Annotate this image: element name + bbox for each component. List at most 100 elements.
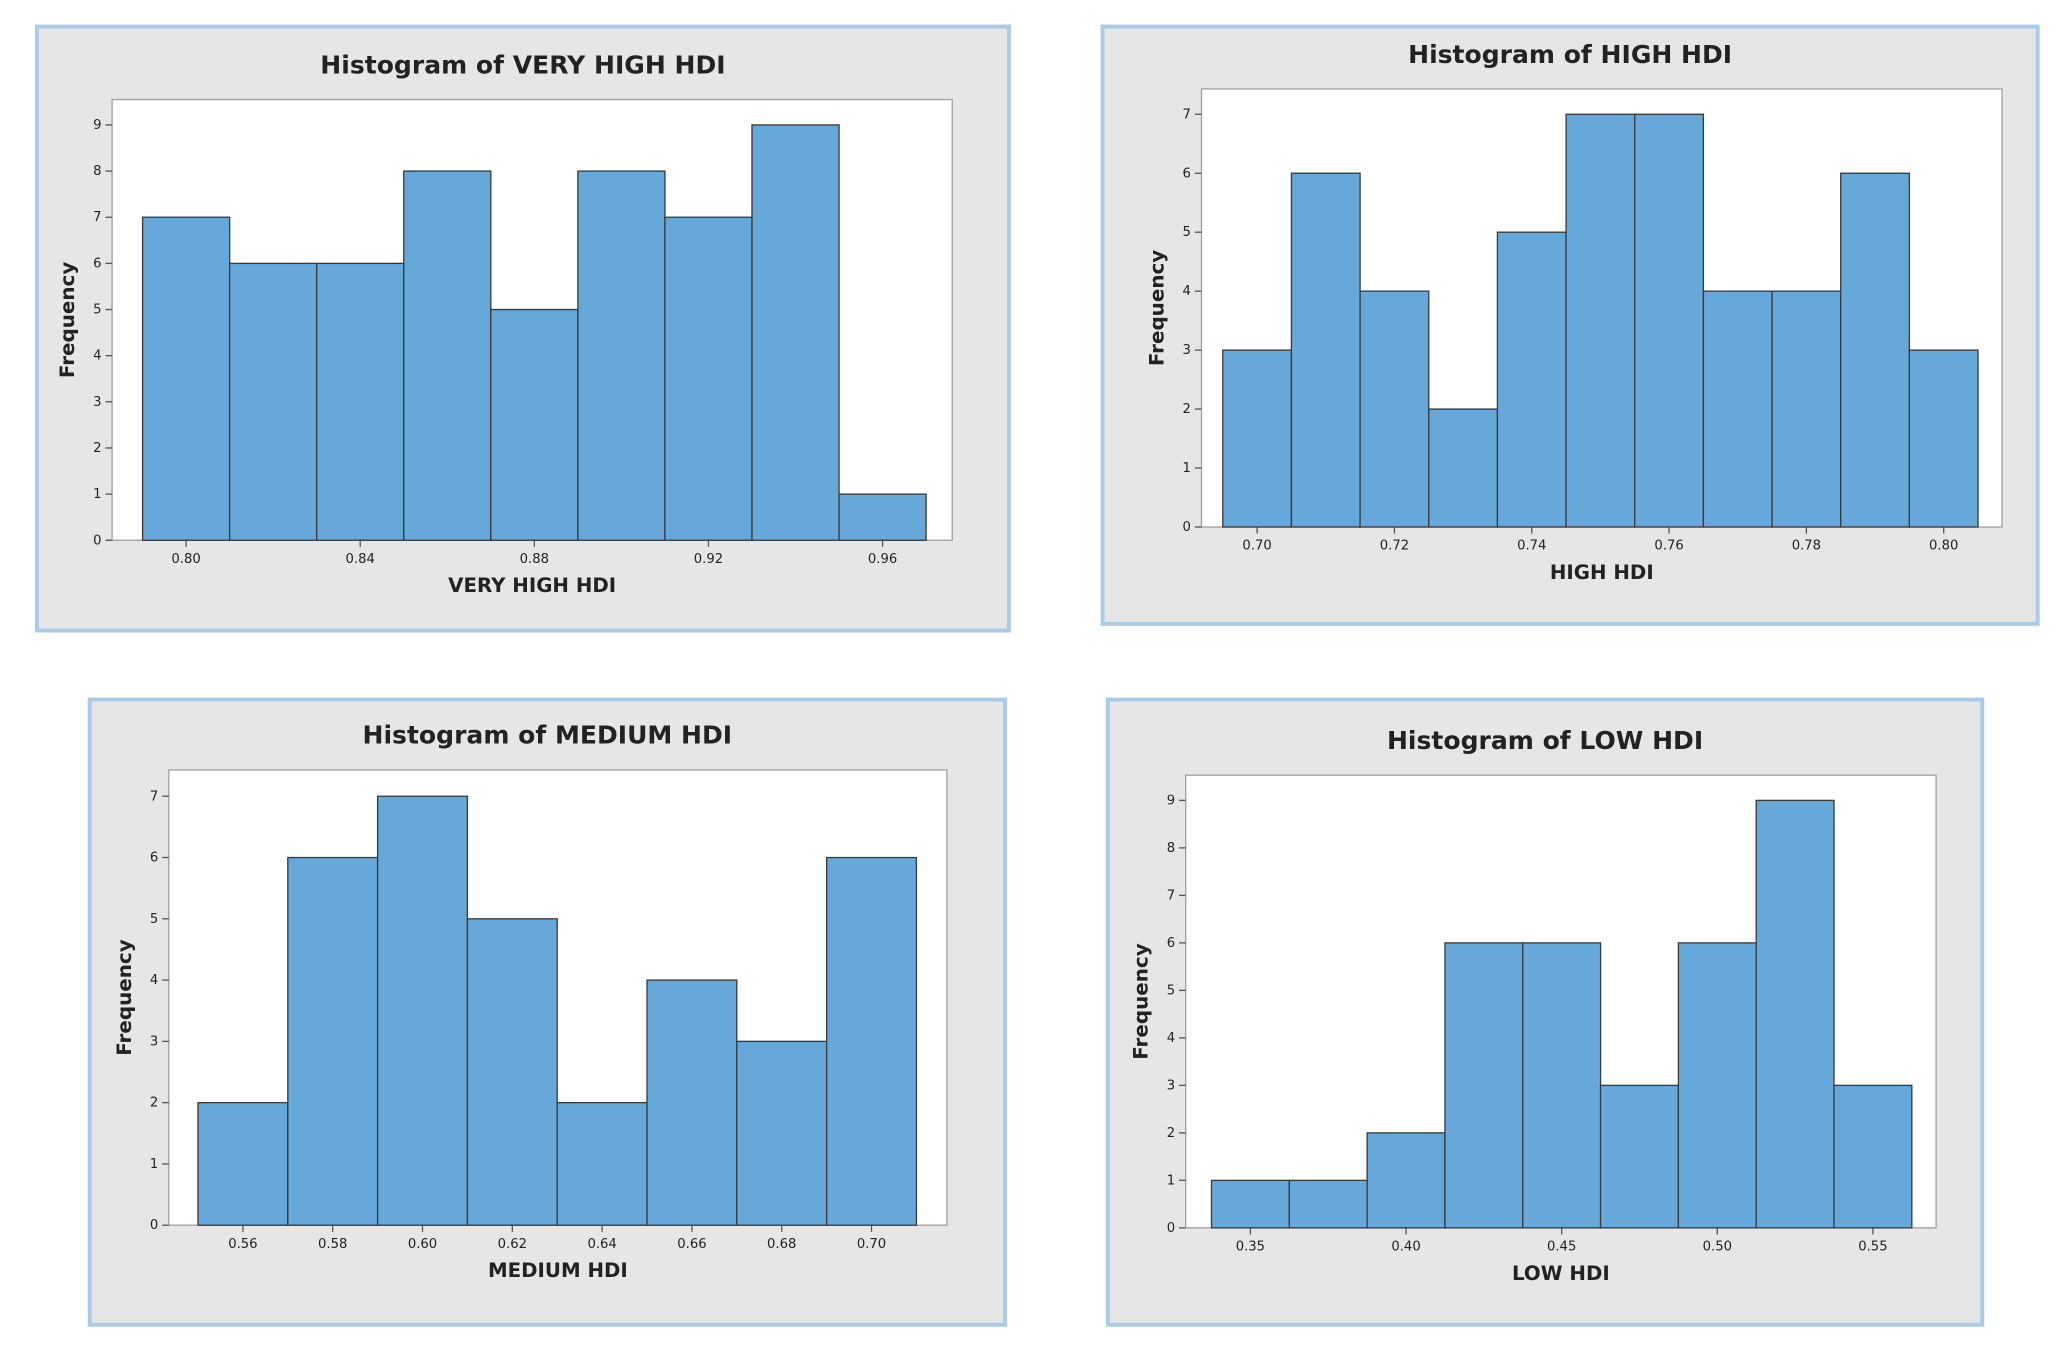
y-tick-label: 7: [1183, 107, 1191, 122]
x-tick-label: 0.88: [520, 552, 549, 567]
bar: [825, 856, 918, 1226]
x-tick-label: 0.55: [1858, 1239, 1887, 1254]
x-tick-label: 0.58: [318, 1237, 347, 1252]
bar: [1565, 113, 1636, 528]
x-tick-label: 0.56: [228, 1237, 257, 1252]
y-tick-label: 6: [93, 256, 101, 271]
x-tick-label: 0.50: [1703, 1239, 1732, 1254]
y-tick-label: 7: [150, 789, 158, 804]
y-tick-label: 1: [93, 487, 101, 502]
y-tick-label: 2: [1183, 402, 1191, 417]
bar: [1428, 408, 1499, 528]
y-tick-label: 9: [93, 118, 101, 133]
bar: [376, 795, 469, 1226]
bar: [1599, 1084, 1680, 1229]
y-tick-label: 4: [1183, 284, 1191, 299]
y-tick-label: 5: [93, 303, 101, 318]
x-tick-label: 0.78: [1792, 539, 1821, 554]
x-tick-label: 0.80: [171, 552, 200, 567]
bar: [141, 216, 231, 541]
y-tick-label: 6: [1183, 166, 1191, 181]
bar: [751, 124, 840, 541]
bar: [1702, 290, 1773, 528]
x-tick-label: 0.66: [677, 1237, 706, 1252]
bar: [1288, 1179, 1368, 1229]
y-tick-label: 4: [93, 349, 101, 364]
y-tick-label: 4: [150, 973, 158, 988]
bar: [1522, 942, 1602, 1229]
bar: [228, 262, 318, 541]
y-axis-label: Frequency: [113, 939, 136, 1056]
y-axis-label: Frequency: [56, 262, 79, 379]
y-tick-label: 4: [1167, 1031, 1175, 1046]
y-tick-label: 3: [1183, 343, 1191, 358]
bar: [287, 856, 379, 1226]
y-tick-label: 2: [1167, 1126, 1175, 1141]
y-tick-label: 0: [1183, 520, 1191, 535]
y-axis-label: Frequency: [1146, 250, 1169, 367]
bar: [556, 1101, 648, 1226]
y-tick-label: 0: [1167, 1221, 1175, 1236]
x-tick-label: 0.80: [1929, 539, 1958, 554]
y-tick-label: 2: [150, 1096, 158, 1111]
x-axis-label: MEDIUM HDI: [488, 1259, 628, 1282]
x-tick-label: 0.76: [1654, 539, 1683, 554]
x-tick-label: 0.60: [408, 1237, 437, 1252]
y-tick-label: 6: [150, 851, 158, 866]
chart-title: Histogram of HIGH HDI: [1408, 40, 1732, 69]
x-tick-label: 0.72: [1380, 539, 1409, 554]
bar: [1771, 290, 1842, 528]
y-tick-label: 0: [150, 1218, 158, 1233]
y-tick-label: 5: [150, 912, 158, 927]
y-tick-label: 3: [150, 1034, 158, 1049]
x-axis-label: HIGH HDI: [1550, 561, 1654, 584]
x-axis-label: VERY HIGH HDI: [448, 574, 616, 597]
bar: [1359, 290, 1430, 528]
y-tick-label: 8: [1167, 841, 1175, 856]
chart-title: Histogram of VERY HIGH HDI: [320, 50, 725, 79]
x-tick-label: 0.62: [498, 1237, 527, 1252]
y-tick-label: 7: [93, 210, 101, 225]
bar: [490, 308, 579, 541]
x-tick-label: 0.92: [694, 552, 723, 567]
x-tick-label: 0.35: [1236, 1239, 1265, 1254]
x-tick-label: 0.40: [1391, 1239, 1420, 1254]
y-tick-label: 3: [1167, 1078, 1175, 1093]
y-tick-label: 0: [93, 533, 101, 548]
x-tick-label: 0.68: [767, 1237, 796, 1252]
bar: [1290, 172, 1361, 528]
x-tick-label: 0.70: [857, 1237, 886, 1252]
y-tick-label: 1: [1167, 1173, 1175, 1188]
y-axis-label: Frequency: [1130, 943, 1153, 1060]
y-tick-label: 7: [1167, 888, 1175, 903]
bar: [1677, 942, 1757, 1229]
bar: [838, 493, 927, 541]
y-tick-label: 2: [93, 441, 101, 456]
x-tick-label: 0.70: [1242, 539, 1271, 554]
bar: [1833, 1084, 1913, 1229]
x-tick-label: 0.64: [587, 1237, 616, 1252]
bar: [1634, 113, 1705, 528]
bar: [1908, 349, 1979, 528]
bar: [1444, 942, 1524, 1229]
bar: [1840, 172, 1911, 528]
x-axis-label: LOW HDI: [1512, 1262, 1610, 1285]
bar: [1366, 1132, 1446, 1229]
bar: [403, 170, 492, 541]
x-tick-label: 0.84: [346, 552, 375, 567]
bar: [646, 979, 738, 1226]
y-tick-label: 5: [1183, 225, 1191, 240]
bar: [197, 1101, 289, 1226]
y-tick-label: 8: [93, 164, 101, 179]
bar: [1755, 799, 1835, 1229]
x-tick-label: 0.45: [1547, 1239, 1576, 1254]
bar: [1496, 231, 1567, 528]
y-tick-label: 1: [1183, 461, 1191, 476]
bar: [1210, 1179, 1290, 1229]
y-tick-label: 1: [150, 1157, 158, 1172]
y-tick-label: 5: [1167, 983, 1175, 998]
x-tick-label: 0.96: [868, 552, 897, 567]
x-tick-label: 0.74: [1517, 539, 1546, 554]
